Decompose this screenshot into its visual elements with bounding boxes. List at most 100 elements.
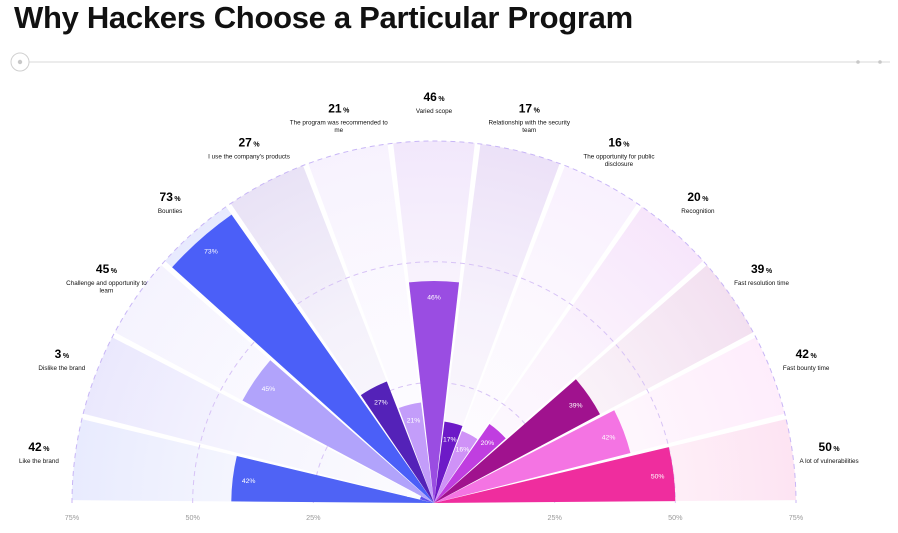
- category-name: me: [334, 127, 343, 134]
- bar-wedge: [434, 423, 506, 503]
- category-label: 46 % Varied scope: [416, 90, 453, 115]
- percent-sign: %: [534, 108, 541, 115]
- background-wedge: [434, 206, 704, 503]
- bar-wedge: [434, 379, 600, 503]
- svg-text:16%: 16%: [608, 136, 630, 150]
- inner-value-label: 50%: [651, 473, 665, 480]
- axis-tick-label: 50%: [185, 513, 200, 522]
- gridline-arc: [192, 261, 676, 504]
- axis-tick-label: 50%: [668, 513, 683, 522]
- svg-text:42%: 42%: [796, 347, 818, 361]
- bar-wedge: [434, 447, 676, 503]
- inner-value-label: 21%: [407, 418, 421, 425]
- category-value: 39: [751, 262, 765, 276]
- bar-wedge: [434, 421, 463, 503]
- outer-category-labels: 42 % Like the brand 3 % Dislike the brand 45 % C…: [19, 90, 859, 465]
- category-value: 73: [160, 190, 174, 204]
- category-name: Challenge and opportunity to: [66, 280, 147, 287]
- bar-wedge: [242, 360, 434, 503]
- category-name: Like the brand: [19, 458, 59, 465]
- percent-sign: %: [174, 196, 181, 203]
- axis-tick-label: 25%: [547, 513, 562, 522]
- percent-sign: %: [111, 268, 118, 275]
- category-label: 42 % Fast bounty time: [783, 347, 830, 372]
- inner-value-label: 39%: [569, 403, 583, 410]
- inner-value-labels: 42% 3% 45% 73% 27% 21% 46% 17% 16% 20% 39% 42% 50%: [204, 249, 664, 499]
- category-name: A lot of vulnerabilities: [800, 458, 859, 465]
- bar-wedge: [360, 381, 434, 503]
- axis-tick-label: 75%: [65, 513, 80, 522]
- svg-text:21%: 21%: [328, 102, 350, 116]
- percent-sign: %: [63, 353, 70, 360]
- category-name: Fast resolution time: [734, 280, 789, 287]
- divider-dot-icon: [856, 60, 860, 64]
- category-name: Bounties: [158, 208, 183, 215]
- percent-sign: %: [343, 108, 350, 115]
- title-divider: [10, 52, 890, 72]
- radial-axis-labels: 75% 50% 25% 25% 50% 75%: [65, 513, 804, 522]
- inner-value-label: 42%: [242, 478, 256, 485]
- category-label: 73 % Bounties: [158, 190, 183, 215]
- bar-wedge: [408, 280, 460, 503]
- inner-value-label: 73%: [204, 249, 218, 256]
- percent-sign: %: [810, 353, 817, 360]
- category-name: The program was recommended to: [290, 120, 388, 127]
- category-name: Recognition: [681, 208, 715, 215]
- svg-text:45%: 45%: [96, 262, 118, 276]
- bar-wedge: [434, 410, 631, 503]
- inner-value-label: 16%: [456, 446, 470, 453]
- inner-value-label: 3%: [407, 492, 417, 499]
- category-value: 16: [608, 136, 622, 150]
- category-name: Relationship with the security: [488, 120, 570, 127]
- category-value: 45: [96, 262, 110, 276]
- svg-text:46%: 46%: [423, 90, 445, 104]
- axis-tick-label: 75%: [789, 513, 804, 522]
- category-name: disclosure: [605, 161, 634, 168]
- category-value: 42: [28, 440, 42, 454]
- percent-sign: %: [438, 96, 445, 103]
- divider-dot-icon: [878, 60, 882, 64]
- svg-text:20%: 20%: [687, 190, 709, 204]
- percent-sign: %: [833, 446, 840, 453]
- inner-value-label: 42%: [602, 434, 616, 441]
- category-value: 21: [328, 102, 342, 116]
- percent-sign: %: [766, 268, 773, 275]
- gridline-arc: [71, 140, 797, 504]
- inner-value-label: 17%: [443, 436, 457, 443]
- svg-text:42%: 42%: [28, 440, 50, 454]
- background-wedge: [83, 337, 435, 503]
- bar-wedge: [434, 431, 478, 503]
- category-value: 20: [687, 190, 701, 204]
- background-wedge: [434, 165, 638, 504]
- category-value: 27: [238, 136, 252, 150]
- percent-sign: %: [43, 446, 50, 453]
- svg-text:17%: 17%: [519, 102, 541, 116]
- inner-value-label: 46%: [427, 294, 441, 301]
- category-name: learn: [99, 287, 113, 294]
- category-label: 42 % Like the brand: [19, 440, 59, 465]
- bar-wedge: [231, 456, 434, 503]
- category-label: 3 % Dislike the brand: [38, 347, 85, 372]
- category-value: 17: [519, 102, 533, 116]
- inner-value-label: 20%: [481, 440, 495, 447]
- bar-wedge: [172, 214, 435, 504]
- category-name: I use the company's products: [208, 154, 290, 161]
- page-title: Why Hackers Choose a Particular Program: [14, 0, 633, 35]
- svg-text:3%: 3%: [55, 347, 70, 361]
- background-wedge: [434, 143, 560, 504]
- category-name: Dislike the brand: [38, 365, 85, 372]
- axis-tick-label: 25%: [306, 513, 321, 522]
- bar-wedge: [398, 402, 434, 503]
- category-value: 46: [423, 90, 437, 104]
- percent-sign: %: [253, 142, 260, 149]
- percent-sign: %: [623, 142, 630, 149]
- category-label: 50 % A lot of vulnerabilities: [800, 440, 859, 465]
- svg-text:73%: 73%: [160, 190, 182, 204]
- category-name: The opportunity for public: [583, 154, 654, 161]
- bar-wedge: [419, 496, 434, 503]
- category-value: 3: [55, 347, 62, 361]
